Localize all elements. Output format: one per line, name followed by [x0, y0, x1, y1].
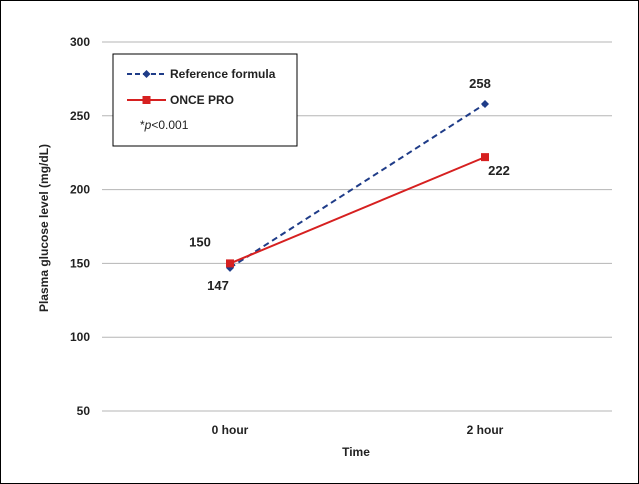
y-axis-label: Plasma glucose level (mg/dL)	[37, 144, 51, 312]
y-tick-label: 200	[70, 183, 90, 197]
x-tick-label: 2 hour	[467, 423, 504, 437]
data-label: 222	[488, 163, 510, 178]
data-point	[226, 259, 234, 268]
x-axis-ticks: 0 hour 2 hour	[212, 423, 504, 437]
legend: Reference formula ONCE PRO *p<0.001	[112, 53, 298, 147]
note-p: p	[144, 118, 152, 132]
legend-marker-once-pro	[142, 96, 151, 104]
y-tick-label: 250	[70, 109, 90, 123]
data-labels: 147 258 150 222	[189, 76, 510, 293]
data-point	[481, 153, 489, 162]
y-axis-ticks: 50 100 150 200 250 300	[70, 35, 90, 418]
legend-label-once-pro: ONCE PRO	[170, 93, 234, 107]
y-tick-label: 100	[70, 330, 90, 344]
legend-label-reference: Reference formula	[170, 67, 276, 81]
note-suffix: <0.001	[151, 118, 188, 132]
x-axis-label: Time	[342, 445, 370, 459]
data-label: 258	[469, 76, 491, 91]
significance-note: *p<0.001	[140, 118, 189, 132]
legend-marker-reference	[142, 70, 151, 78]
y-tick-label: 50	[77, 404, 91, 418]
data-label: 147	[207, 278, 229, 293]
data-label: 150	[189, 234, 211, 249]
data-point	[481, 99, 489, 108]
x-tick-label: 0 hour	[212, 423, 249, 437]
note-prefix: *	[140, 118, 145, 132]
series-line-reference-formula	[229, 103, 486, 269]
series-layer	[226, 99, 489, 272]
series-line-once-pro	[229, 156, 486, 265]
y-tick-label: 150	[70, 256, 90, 270]
y-tick-label: 300	[70, 35, 90, 49]
